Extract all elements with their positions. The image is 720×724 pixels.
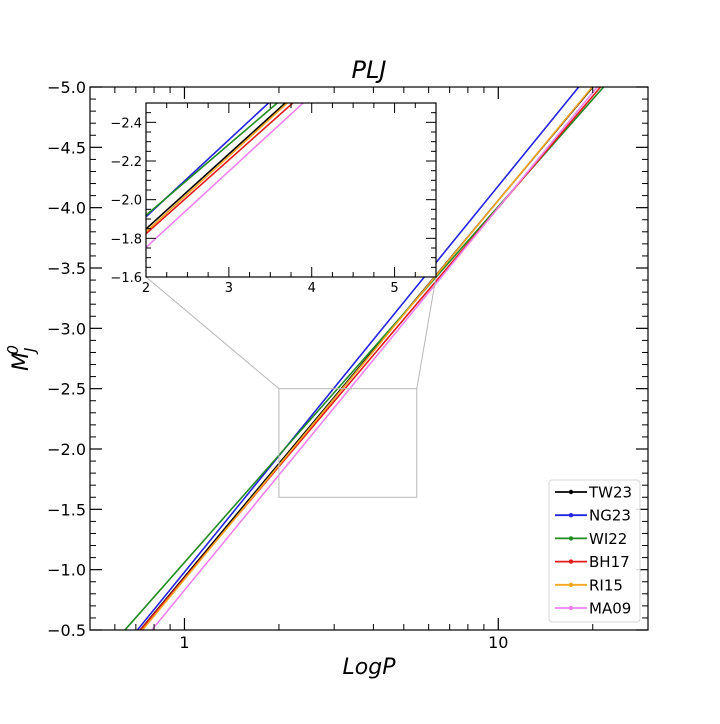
inset-x-tick-label: 3: [225, 281, 233, 296]
legend-label: TW23: [588, 484, 632, 502]
inset-series-line-bh17: [146, 103, 295, 235]
y-tick-label: −1.0: [47, 561, 86, 580]
inset-y-tick-label: −1.8: [110, 232, 142, 247]
y-tick-label: −5.0: [47, 78, 86, 97]
main-series-lines: [123, 87, 605, 630]
legend-swatch-marker: [568, 513, 574, 518]
y-axis-label-main: M: [9, 352, 34, 371]
zoom-connector-right: [416, 276, 437, 389]
legend-swatch-marker: [568, 559, 574, 564]
zoom-region-box: [278, 388, 418, 498]
inset-series-line-ng23: [146, 103, 270, 218]
y-axis-label: MJ0: [4, 345, 39, 371]
y-axis-label-sub: J: [21, 348, 39, 355]
legend-entry-bh17: BH17: [555, 553, 630, 571]
legend-swatch-marker: [568, 536, 574, 541]
x-tick-label: 10: [488, 633, 508, 652]
legend-label: WI22: [589, 530, 627, 548]
inset-series-lines: [146, 103, 305, 249]
y-tick-label: −4.5: [47, 138, 86, 157]
inset-x-tick-label: 4: [308, 281, 316, 296]
x-axis-label: LogP: [343, 655, 397, 680]
legend: TW23 NG23 WI22 BH17 RI15 MA09: [548, 479, 641, 623]
inset-series-line-ma09: [146, 103, 305, 249]
legend-swatch-marker: [568, 582, 574, 587]
x-tick-label: 1: [179, 633, 189, 652]
legend-entry-wi22: WI22: [555, 530, 627, 548]
series-line-ri15: [141, 87, 594, 630]
legend-entry-ri15: RI15: [555, 576, 623, 594]
legend-entry-ng23: NG23: [555, 507, 631, 525]
y-tick-label: −4.0: [47, 199, 86, 218]
inset-series-line-ri15: [146, 103, 289, 233]
inset-series-line-wi22: [146, 103, 279, 217]
series-line-wi22: [123, 87, 605, 630]
inset-y-tick-label: −1.6: [110, 271, 142, 286]
series-line-bh17: [139, 87, 602, 630]
legend-label: BH17: [589, 553, 630, 571]
main-plot-frame: [89, 86, 649, 631]
inset-x-tick-label: 5: [390, 281, 398, 296]
inset-zoom-indicator: [145, 276, 437, 498]
legend-label: NG23: [589, 507, 631, 525]
inset-x-tick-label: 2: [142, 281, 150, 296]
y-tick-label: −3.0: [47, 319, 86, 338]
inset-series-line-tw23: [146, 103, 287, 231]
y-tick-label: −3.5: [47, 259, 86, 278]
main-axis-ticks: 1 10 −0.5 −1.0 −1.5 −2.0 −2.5 −3.0 −3.5 −4.0 −4.5 −…: [47, 78, 649, 652]
y-tick-label: −1.5: [47, 500, 86, 519]
y-axis-label-sup: 0: [4, 345, 22, 355]
y-tick-label: −2.5: [47, 380, 86, 399]
inset-y-tick-label: −2.2: [110, 155, 142, 170]
legend-entry-tw23: TW23: [555, 484, 632, 502]
y-tick-label: −0.5: [47, 621, 86, 640]
chart-title: PLJ: [352, 56, 387, 84]
series-line-ma09: [150, 87, 599, 630]
y-tick-label: −2.0: [47, 440, 86, 459]
inset-axis-ticks: 2 3 4 5 −1.6 −1.8 −2.0 −2.2 −2.4: [110, 102, 437, 296]
legend-label: MA09: [589, 600, 631, 618]
series-line-ng23: [136, 87, 580, 630]
legend-swatch-marker: [568, 489, 574, 495]
legend-label: RI15: [589, 576, 623, 594]
inset-y-tick-label: −2.4: [110, 116, 142, 131]
inset-y-tick-label: −2.0: [110, 194, 142, 209]
legend-swatch-marker: [568, 605, 574, 611]
zoom-connector-left: [145, 276, 280, 390]
legend-entry-ma09: MA09: [555, 600, 631, 618]
